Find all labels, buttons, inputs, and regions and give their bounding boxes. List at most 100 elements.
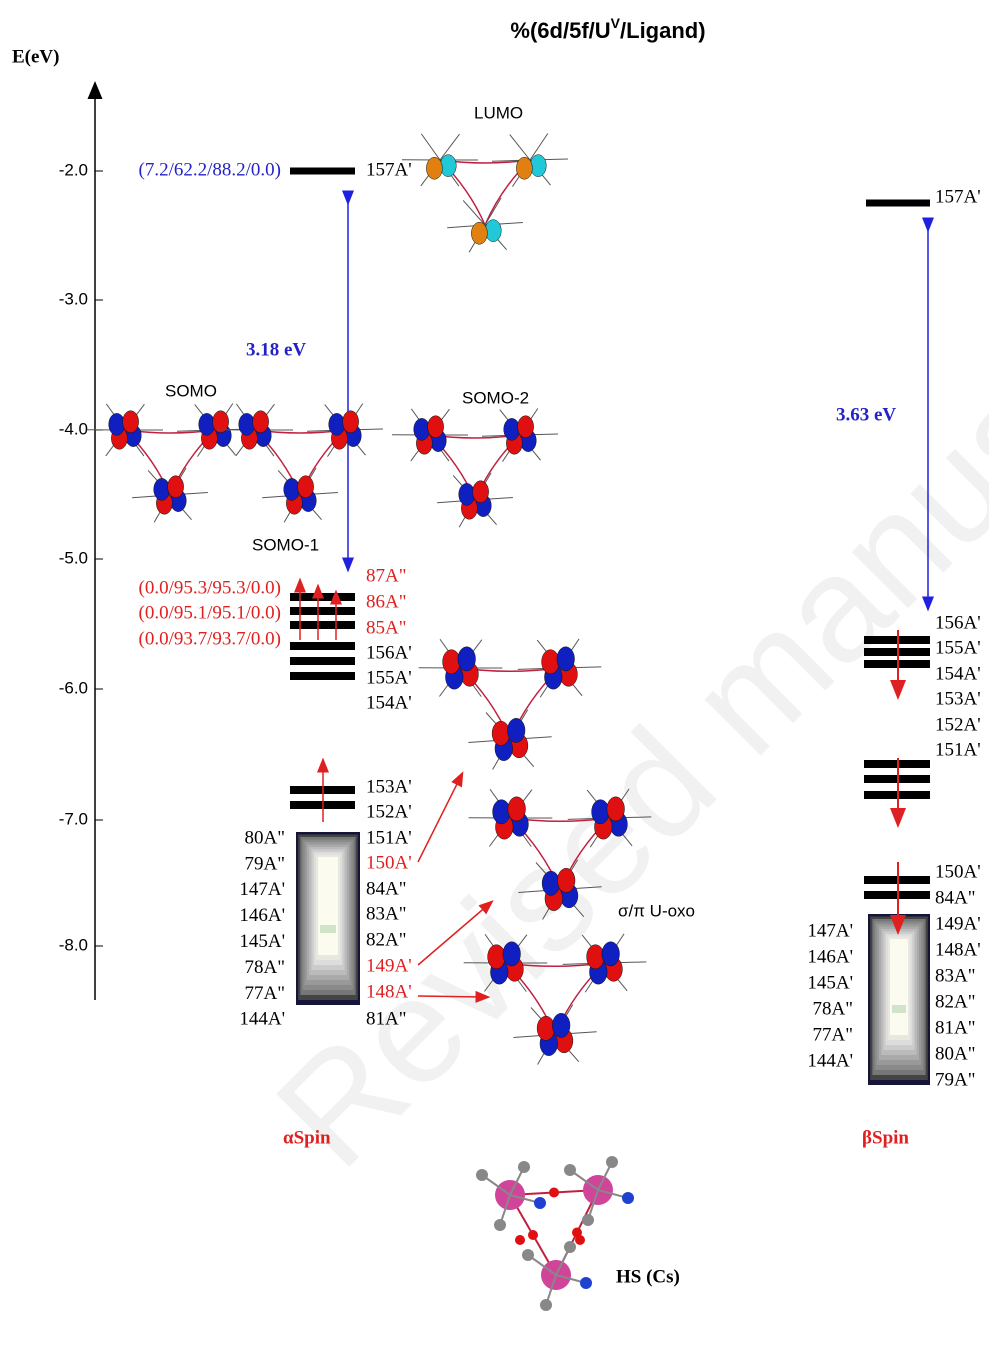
orbital-name: 84A" (366, 878, 406, 899)
orbital-name: 80A" (935, 1043, 975, 1064)
orbital-picture (401, 133, 568, 253)
orbital-label: SOMO (165, 381, 217, 400)
beta-title: βSpin (862, 1127, 909, 1148)
oxygen (528, 1230, 538, 1240)
lobe (238, 413, 255, 436)
lobe (591, 799, 610, 825)
tick-label: -2.0 (59, 160, 88, 179)
orbital-name: 154A' (935, 663, 981, 684)
orbital-name: 78A" (813, 998, 853, 1019)
arrow (417, 771, 464, 863)
lobe (297, 475, 314, 498)
lobe (122, 410, 139, 433)
orbital-name: 153A' (935, 688, 981, 709)
lobe (426, 157, 443, 180)
atom (540, 1299, 552, 1311)
orbital-name: 155A' (935, 637, 981, 658)
lobe (503, 418, 520, 441)
orbital-name: 83A" (935, 965, 975, 986)
lobe (606, 796, 625, 822)
orbital-name: 152A' (935, 714, 981, 735)
orbital-name: 145A' (239, 931, 285, 952)
orbital-name: 78A" (245, 957, 285, 978)
lobe (541, 649, 560, 675)
atom (564, 1164, 576, 1176)
orbital-label: SOMO-1 (252, 535, 319, 554)
lobe (252, 410, 269, 433)
orbital-label: σ/π U-oxo (618, 901, 695, 920)
orbital-name: 156A' (366, 642, 412, 663)
lobe (530, 154, 547, 177)
lobe (472, 480, 489, 503)
orbital-name: 147A' (807, 920, 853, 941)
lobe (328, 413, 345, 436)
energy-level (290, 642, 355, 650)
orbital-picture (216, 403, 383, 523)
oxygen (572, 1227, 582, 1238)
atom (564, 1241, 576, 1253)
orbital-name: 150A' (935, 861, 981, 882)
orbital-name: 82A" (366, 929, 406, 950)
orbital-name: 86A" (366, 591, 406, 612)
lobe (492, 799, 511, 825)
orbital-name: 79A" (935, 1069, 975, 1090)
orbital-name: 81A" (366, 1008, 406, 1029)
orbital-name: 83A" (366, 903, 406, 924)
lobe (491, 720, 510, 746)
title: %(6d/5f/UV/Ligand) (510, 15, 705, 43)
orbital-label: SOMO-2 (462, 388, 529, 407)
arrow (417, 900, 494, 966)
lobe (557, 868, 576, 893)
title-suffix: /Ligand) (620, 18, 706, 43)
orbital-name: 81A" (935, 1017, 975, 1038)
lobe (458, 483, 475, 506)
lobe (427, 415, 444, 438)
lobe (507, 796, 526, 822)
orbital-label: LUMO (474, 103, 523, 122)
energy-level (290, 672, 355, 680)
lobe (552, 1013, 571, 1038)
orbital-name: 77A" (813, 1024, 853, 1045)
orbital-name: 155A' (366, 667, 412, 688)
energy-level (290, 621, 355, 629)
lobe (536, 1015, 555, 1041)
lobe (457, 646, 476, 672)
title-sup: V (611, 15, 621, 31)
level-band (892, 1005, 906, 1013)
orbital-name: 149A' (366, 955, 412, 976)
tick-label: -6.0 (59, 678, 88, 697)
title-main: %(6d/5f/U (510, 18, 610, 43)
atom (534, 1197, 546, 1209)
orbital-name: 151A' (366, 827, 412, 848)
energy-level (866, 199, 930, 207)
lobe (108, 413, 125, 436)
atom (606, 1156, 618, 1168)
axis-label: E(eV) (12, 46, 59, 67)
ligand (529, 133, 549, 161)
oxygen (575, 1235, 585, 1245)
lobe (601, 941, 620, 967)
lobe (517, 415, 534, 438)
lobe (586, 944, 605, 970)
orbital-name: 154A' (366, 692, 412, 713)
orbital-name: 145A' (807, 972, 853, 993)
atom (582, 1214, 594, 1226)
lobe (153, 478, 170, 501)
composition: (0.0/93.7/93.7/0.0) (139, 628, 282, 649)
orbital-name: 149A' (935, 913, 981, 934)
structure-label: HS (Cs) (616, 1266, 680, 1287)
level-band (318, 857, 338, 955)
level-band (890, 939, 908, 1035)
ligand (420, 133, 441, 161)
lobe (485, 219, 502, 242)
tick-label: -4.0 (59, 419, 88, 438)
lobe (541, 870, 560, 896)
orbital-name: 146A' (239, 905, 285, 926)
lobe (516, 157, 533, 180)
composition: (0.0/95.3/95.3/0.0) (139, 577, 282, 598)
composition: (0.0/95.1/95.1/0.0) (139, 602, 282, 623)
orbital-name: 144A' (807, 1050, 853, 1071)
beta-gap: 3.63 eV (836, 404, 896, 425)
lobe (502, 941, 521, 967)
